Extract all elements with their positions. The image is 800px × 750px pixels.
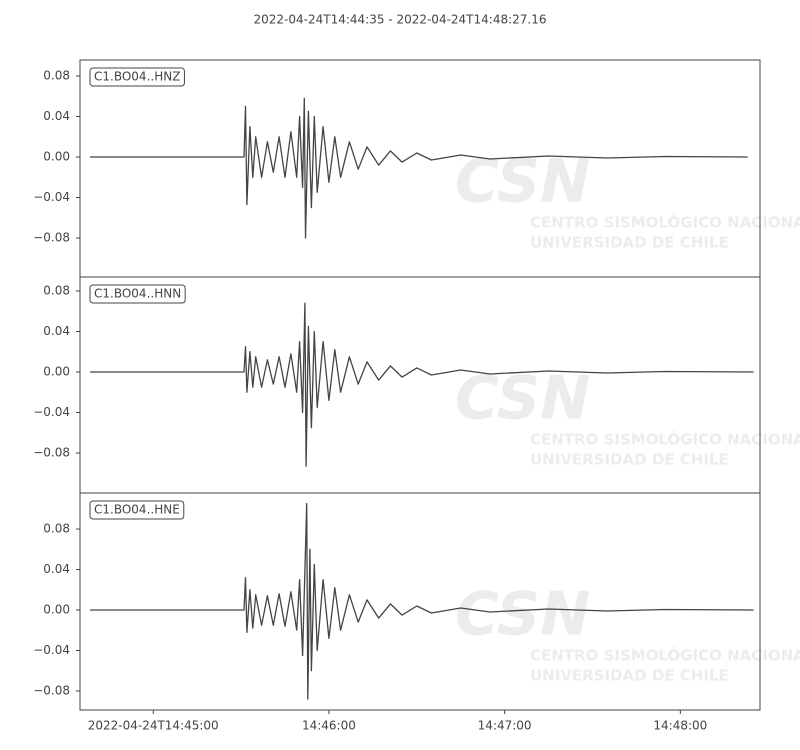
- y-tick-label: 0.00: [43, 150, 70, 164]
- watermark: UNIVERSIDAD DE CHILE: [530, 451, 729, 469]
- chart-title: 2022-04-24T14:44:35 - 2022-04-24T14:48:2…: [254, 13, 547, 27]
- y-tick-label: 0.04: [43, 562, 70, 576]
- x-tick-label: 14:47:00: [478, 719, 532, 733]
- y-tick-label: 0.08: [43, 283, 70, 297]
- watermark: CSN: [455, 580, 590, 650]
- trace-label: C1.BO04..HNE: [94, 503, 180, 517]
- trace-label-box: [89, 500, 185, 520]
- y-tick-label: −0.04: [33, 643, 70, 657]
- waveform: [90, 97, 748, 239]
- y-tick-label: −0.08: [33, 683, 70, 697]
- watermark: UNIVERSIDAD DE CHILE: [530, 234, 729, 252]
- x-tick-label: 14:48:00: [653, 719, 707, 733]
- x-tick-label: 2022-04-24T14:45:00: [88, 719, 219, 733]
- y-tick-label: −0.04: [33, 405, 70, 419]
- y-tick-label: −0.04: [33, 190, 70, 204]
- trace-label: C1.BO04..HNZ: [94, 70, 180, 84]
- trace-label-box: [89, 284, 186, 304]
- y-tick-label: 0.00: [43, 603, 70, 617]
- y-tick-label: −0.08: [33, 446, 70, 460]
- trace-label: C1.BO04..HNN: [94, 287, 181, 301]
- trace-label-box: [89, 67, 185, 87]
- watermark: CSN: [455, 147, 590, 217]
- watermark: CENTRO SISMOLÓGICO NACIONAL: [530, 646, 800, 665]
- y-tick-label: 0.08: [43, 68, 70, 82]
- waveform: [90, 503, 754, 700]
- panel-frame: [79, 492, 761, 711]
- waveform: [90, 302, 754, 467]
- watermark: UNIVERSIDAD DE CHILE: [530, 667, 729, 685]
- watermark: CENTRO SISMOLÓGICO NACIONAL: [530, 430, 800, 449]
- x-tick-label: 14:46:00: [302, 719, 356, 733]
- y-tick-label: 0.00: [43, 364, 70, 378]
- watermark: CSN: [455, 364, 590, 434]
- y-tick-label: 0.08: [43, 522, 70, 536]
- y-tick-label: 0.04: [43, 109, 70, 123]
- y-tick-label: −0.08: [33, 231, 70, 245]
- y-tick-label: 0.04: [43, 324, 70, 338]
- watermark: CENTRO SISMOLÓGICO NACIONAL: [530, 213, 800, 232]
